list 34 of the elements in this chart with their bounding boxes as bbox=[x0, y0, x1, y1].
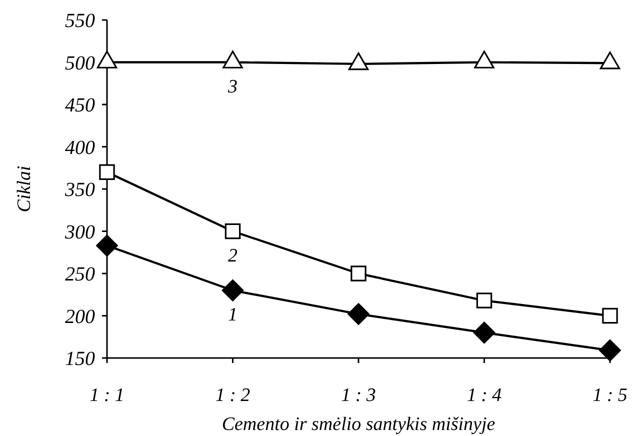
y-axis-title: Ciklai bbox=[14, 166, 35, 212]
y-tick-label: 250 bbox=[65, 264, 95, 286]
series-label: 3 bbox=[227, 76, 238, 98]
point bbox=[474, 50, 494, 68]
point bbox=[348, 303, 370, 325]
y-tick-label: 200 bbox=[65, 306, 95, 328]
series-label: 2 bbox=[228, 245, 238, 266]
point bbox=[222, 50, 243, 68]
point bbox=[602, 308, 618, 324]
series-label: 1 bbox=[228, 304, 238, 326]
point bbox=[348, 52, 369, 70]
point bbox=[476, 292, 492, 308]
point bbox=[473, 322, 496, 344]
x-tick-label: 1 : 2 bbox=[215, 385, 251, 406]
y-tick-label: 300 bbox=[64, 221, 95, 244]
point bbox=[99, 164, 115, 180]
x-axis-title: Cemento ir smėlio santykis mišinyje bbox=[222, 414, 496, 435]
y-tick-label: 450 bbox=[65, 94, 95, 116]
point bbox=[350, 266, 366, 282]
x-tick-label: 1 : 3 bbox=[341, 385, 376, 406]
point bbox=[224, 223, 241, 240]
point bbox=[222, 280, 244, 302]
x-tick-label: 1 : 5 bbox=[592, 385, 628, 406]
point bbox=[96, 234, 118, 257]
point bbox=[600, 52, 620, 70]
x-tick-label: 1 : 1 bbox=[90, 385, 124, 406]
y-tick-label: 150 bbox=[65, 348, 95, 370]
point bbox=[96, 50, 118, 68]
y-tick-label: 500 bbox=[65, 52, 95, 74]
y-tick-label: 550 bbox=[65, 10, 95, 32]
y-tick-label: 350 bbox=[64, 179, 95, 201]
x-tick-label: 1 : 4 bbox=[466, 385, 502, 406]
point bbox=[599, 339, 621, 362]
y-tick-label: 400 bbox=[65, 136, 95, 159]
